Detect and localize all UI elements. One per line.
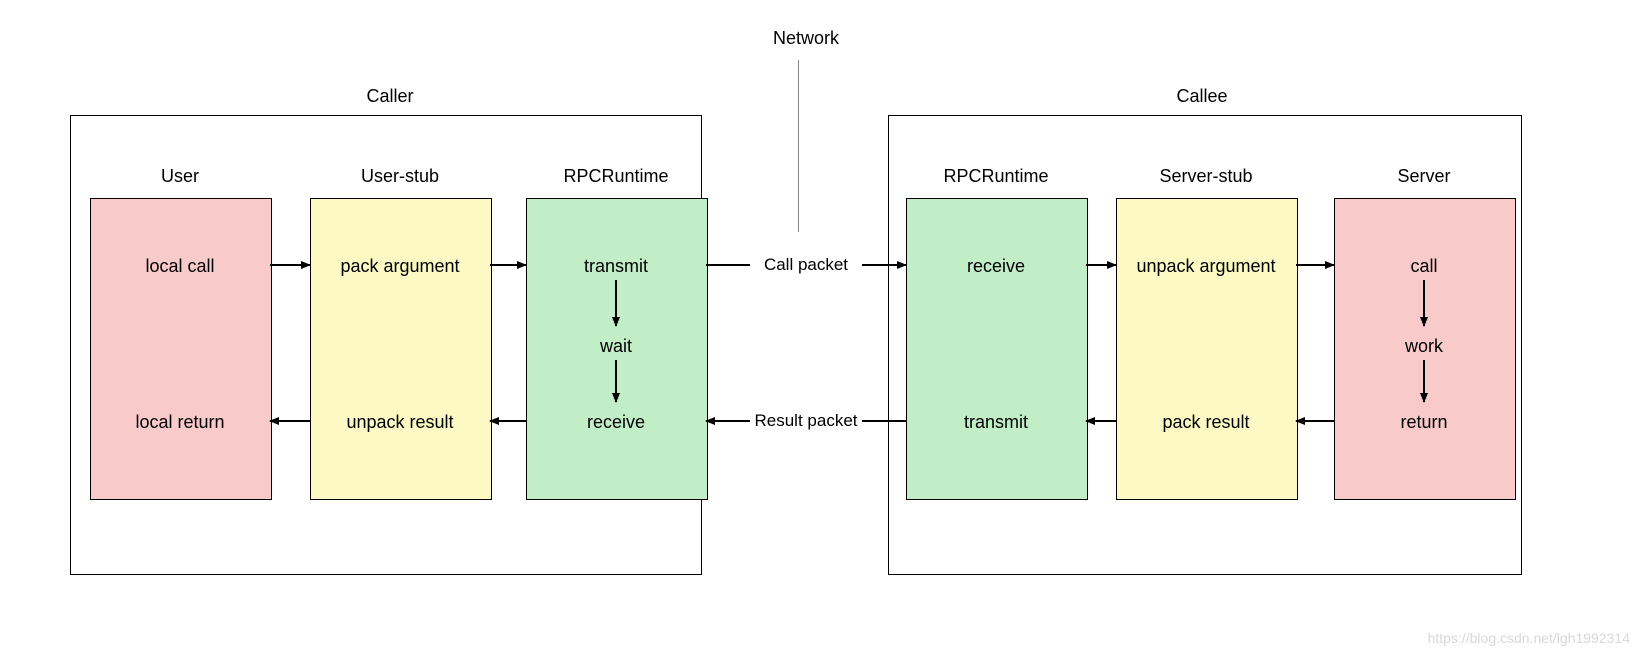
column-box-user-stub <box>310 198 492 500</box>
column-item-server-0: call <box>1334 256 1514 277</box>
column-title-user: User <box>90 166 270 187</box>
column-title-rpc-callee: RPCRuntime <box>906 166 1086 187</box>
network-divider <box>798 60 799 232</box>
column-item-rpc-callee-1: transmit <box>906 412 1086 433</box>
diagram-stage: Network Caller Callee User local call loca… <box>0 0 1638 650</box>
network-label: Network <box>756 28 856 49</box>
caller-title: Caller <box>330 86 450 107</box>
column-box-rpc-callee <box>906 198 1088 500</box>
column-item-rpc-caller-1: wait <box>526 336 706 357</box>
column-box-user <box>90 198 272 500</box>
column-item-user-1: local return <box>90 412 270 433</box>
column-item-server-1: work <box>1334 336 1514 357</box>
column-box-server-stub <box>1116 198 1298 500</box>
svg-text:Result packet: Result packet <box>755 411 858 430</box>
column-item-rpc-callee-0: receive <box>906 256 1086 277</box>
callee-title: Callee <box>1142 86 1262 107</box>
column-title-server-stub: Server-stub <box>1116 166 1296 187</box>
column-item-rpc-caller-2: receive <box>526 412 706 433</box>
svg-text:Call packet: Call packet <box>764 255 848 274</box>
column-item-server-stub-0: unpack argument <box>1116 256 1296 277</box>
column-item-rpc-caller-0: transmit <box>526 256 706 277</box>
column-item-user-stub-1: unpack result <box>310 412 490 433</box>
column-item-user-0: local call <box>90 256 270 277</box>
column-title-rpc-caller: RPCRuntime <box>526 166 706 187</box>
watermark: https://blog.csdn.net/lgh1992314 <box>1428 630 1630 646</box>
column-title-server: Server <box>1334 166 1514 187</box>
column-item-server-stub-1: pack result <box>1116 412 1296 433</box>
column-title-user-stub: User-stub <box>310 166 490 187</box>
column-item-server-2: return <box>1334 412 1514 433</box>
column-item-user-stub-0: pack argument <box>310 256 490 277</box>
